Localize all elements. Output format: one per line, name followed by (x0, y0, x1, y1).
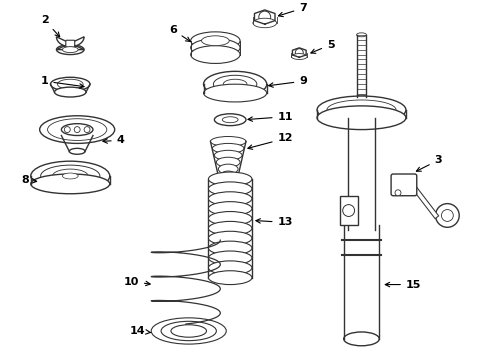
Text: 10: 10 (123, 276, 150, 287)
Text: 11: 11 (247, 112, 292, 122)
Ellipse shape (353, 107, 368, 113)
Ellipse shape (47, 119, 106, 140)
Ellipse shape (50, 77, 90, 91)
Ellipse shape (356, 95, 366, 99)
Ellipse shape (151, 318, 226, 344)
Text: 4: 4 (102, 135, 124, 145)
Ellipse shape (208, 192, 251, 206)
Ellipse shape (69, 148, 85, 154)
Circle shape (441, 210, 452, 221)
Ellipse shape (222, 117, 238, 123)
Ellipse shape (190, 32, 240, 50)
Ellipse shape (208, 212, 251, 225)
FancyBboxPatch shape (390, 174, 416, 196)
Text: 2: 2 (41, 15, 60, 37)
Ellipse shape (356, 33, 366, 37)
Text: 3: 3 (416, 155, 441, 171)
Ellipse shape (291, 54, 306, 59)
Circle shape (295, 49, 303, 57)
Text: 6: 6 (169, 25, 190, 41)
Ellipse shape (326, 100, 395, 120)
Ellipse shape (208, 202, 251, 216)
Ellipse shape (216, 157, 240, 167)
Ellipse shape (208, 172, 251, 186)
Ellipse shape (203, 71, 266, 97)
Ellipse shape (208, 231, 251, 245)
Text: 12: 12 (247, 134, 292, 149)
Ellipse shape (208, 241, 251, 255)
Ellipse shape (316, 96, 405, 124)
Ellipse shape (41, 165, 100, 187)
Ellipse shape (52, 169, 88, 183)
Text: 5: 5 (310, 40, 334, 53)
Text: 7: 7 (278, 3, 306, 17)
Circle shape (258, 11, 270, 23)
Text: 13: 13 (255, 217, 292, 228)
Ellipse shape (210, 136, 245, 147)
Ellipse shape (208, 271, 251, 284)
Circle shape (394, 190, 400, 196)
Ellipse shape (214, 150, 242, 160)
Ellipse shape (62, 47, 78, 53)
Text: 8: 8 (21, 175, 37, 185)
Bar (339, 196, 357, 225)
Ellipse shape (61, 124, 93, 135)
Ellipse shape (208, 221, 251, 235)
Polygon shape (56, 37, 84, 50)
Ellipse shape (57, 79, 83, 89)
Ellipse shape (62, 173, 78, 179)
Ellipse shape (208, 182, 251, 196)
Ellipse shape (208, 251, 251, 265)
Ellipse shape (161, 321, 216, 341)
Ellipse shape (190, 39, 240, 57)
Ellipse shape (171, 325, 206, 337)
Text: 9: 9 (268, 76, 306, 87)
Ellipse shape (223, 79, 246, 89)
Ellipse shape (54, 87, 86, 97)
Ellipse shape (212, 143, 244, 153)
Circle shape (64, 127, 70, 132)
Ellipse shape (213, 75, 256, 93)
Circle shape (74, 127, 80, 132)
Text: 15: 15 (385, 279, 421, 289)
Ellipse shape (252, 18, 276, 28)
Ellipse shape (316, 106, 405, 130)
Ellipse shape (56, 45, 84, 55)
Circle shape (342, 204, 354, 216)
Ellipse shape (31, 174, 109, 194)
Text: 1: 1 (41, 76, 84, 88)
Ellipse shape (214, 114, 245, 126)
Ellipse shape (31, 161, 109, 191)
Ellipse shape (190, 46, 240, 63)
Ellipse shape (343, 332, 379, 346)
Ellipse shape (203, 84, 266, 102)
Text: 14: 14 (129, 326, 150, 336)
Circle shape (84, 127, 90, 132)
FancyBboxPatch shape (66, 40, 75, 47)
Ellipse shape (40, 116, 115, 143)
Circle shape (435, 204, 458, 227)
Ellipse shape (201, 36, 229, 46)
Ellipse shape (218, 164, 238, 174)
Ellipse shape (208, 261, 251, 275)
Ellipse shape (220, 171, 236, 181)
